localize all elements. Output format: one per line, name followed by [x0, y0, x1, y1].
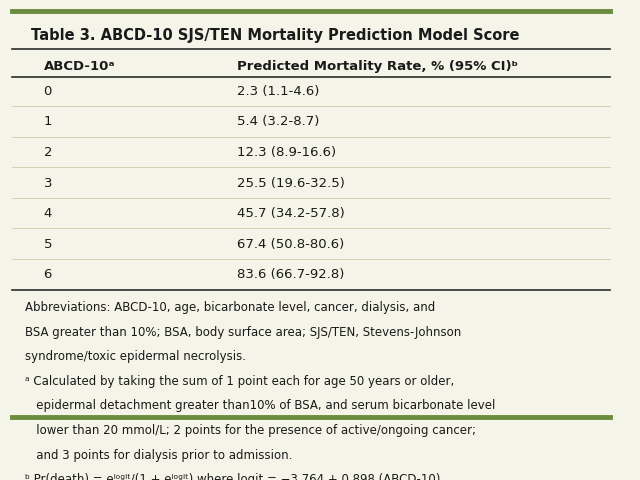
Text: 5.4 (3.2-8.7): 5.4 (3.2-8.7) [237, 116, 319, 129]
Text: 25.5 (19.6-32.5): 25.5 (19.6-32.5) [237, 177, 344, 190]
Text: and 3 points for dialysis prior to admission.: and 3 points for dialysis prior to admis… [25, 449, 292, 462]
Text: 67.4 (50.8-80.6): 67.4 (50.8-80.6) [237, 238, 344, 251]
Text: syndrome/toxic epidermal necrolysis.: syndrome/toxic epidermal necrolysis. [25, 350, 246, 363]
Text: 12.3 (8.9-16.6): 12.3 (8.9-16.6) [237, 146, 336, 159]
Text: 2.3 (1.1-4.6): 2.3 (1.1-4.6) [237, 85, 319, 98]
Text: lower than 20 mmol/L; 2 points for the presence of active/ongoing cancer;: lower than 20 mmol/L; 2 points for the p… [25, 424, 476, 437]
Text: 0: 0 [44, 85, 52, 98]
Text: 5: 5 [44, 238, 52, 251]
Text: Predicted Mortality Rate, % (95% CI)ᵇ: Predicted Mortality Rate, % (95% CI)ᵇ [237, 60, 518, 73]
Text: 83.6 (66.7-92.8): 83.6 (66.7-92.8) [237, 268, 344, 281]
Text: Table 3. ABCD-10 SJS/TEN Mortality Prediction Model Score: Table 3. ABCD-10 SJS/TEN Mortality Predi… [31, 27, 520, 43]
Text: ᵇ Pr(death) = eˡᵒᵍᴵᵗ/(1 + eˡᵒᵍᴵᵗ) where logit = −3.764 + 0.898 (ABCD-10).: ᵇ Pr(death) = eˡᵒᵍᴵᵗ/(1 + eˡᵒᵍᴵᵗ) where … [25, 473, 444, 480]
Text: 2: 2 [44, 146, 52, 159]
Text: BSA greater than 10%; BSA, body surface area; SJS/TEN, Stevens-Johnson: BSA greater than 10%; BSA, body surface … [25, 325, 461, 338]
Text: 3: 3 [44, 177, 52, 190]
Text: 45.7 (34.2-57.8): 45.7 (34.2-57.8) [237, 207, 344, 220]
Text: ᵃ Calculated by taking the sum of 1 point each for age 50 years or older,: ᵃ Calculated by taking the sum of 1 poin… [25, 375, 454, 388]
Text: Abbreviations: ABCD-10, age, bicarbonate level, cancer, dialysis, and: Abbreviations: ABCD-10, age, bicarbonate… [25, 301, 435, 314]
Text: epidermal detachment greater than10% of BSA, and serum bicarbonate level: epidermal detachment greater than10% of … [25, 399, 495, 412]
Text: 1: 1 [44, 116, 52, 129]
Text: 6: 6 [44, 268, 52, 281]
Text: 4: 4 [44, 207, 52, 220]
Text: ABCD-10ᵃ: ABCD-10ᵃ [44, 60, 115, 73]
